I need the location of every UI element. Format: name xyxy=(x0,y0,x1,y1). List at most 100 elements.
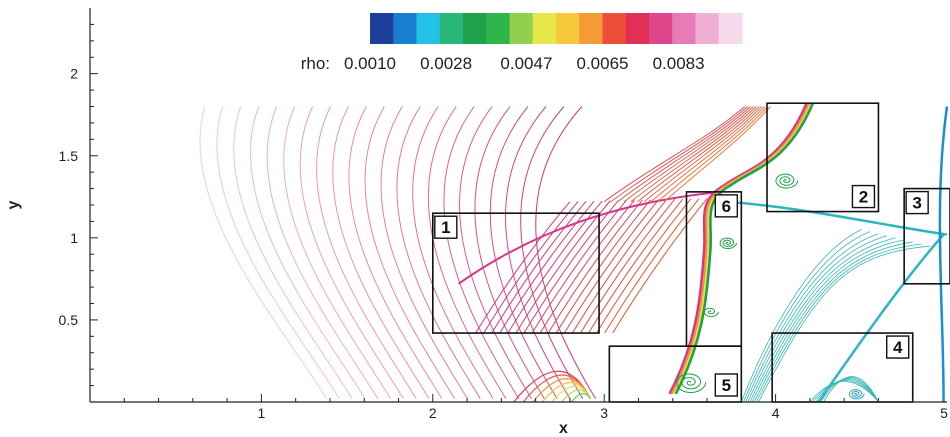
region-box xyxy=(766,102,880,213)
vortex-spiral xyxy=(775,173,799,189)
contour-line xyxy=(474,106,545,399)
colorbar-segment xyxy=(695,13,720,44)
contour-line xyxy=(815,379,879,403)
x-tick-label: 3 xyxy=(600,405,608,421)
contour-line xyxy=(668,102,809,395)
colorbar-tick-label: 0.0010 xyxy=(344,54,396,73)
contour-line xyxy=(751,239,905,403)
y-tick-label: 1.5 xyxy=(59,148,79,164)
contour-line xyxy=(266,106,379,399)
contour-line xyxy=(817,378,879,403)
colorbar-segment xyxy=(625,13,650,44)
colorbar xyxy=(370,13,743,44)
region-box-label: 4 xyxy=(893,338,903,357)
contour-line xyxy=(458,106,532,399)
region-box-label-frame xyxy=(886,335,910,359)
contour-line xyxy=(535,106,597,399)
y-tick-label: 1 xyxy=(70,230,78,246)
contour-line xyxy=(643,106,763,203)
contour-line xyxy=(758,245,930,403)
contour-line xyxy=(520,106,584,399)
contour-line xyxy=(563,199,660,334)
colorbar-tick-label: 0.0083 xyxy=(653,54,705,73)
colorbar-segment xyxy=(718,13,743,44)
region-box-label-frame xyxy=(905,190,929,215)
y-tick-label: 2 xyxy=(70,66,78,82)
contour-line xyxy=(483,201,579,334)
contour-line xyxy=(396,106,481,399)
region-box xyxy=(903,187,950,285)
contour-line xyxy=(531,200,627,334)
contour-line xyxy=(740,229,862,403)
contour-line xyxy=(523,200,619,334)
region-box-label-frame xyxy=(714,373,739,397)
contour-line xyxy=(499,200,595,334)
contour-line xyxy=(457,190,721,285)
contour-line xyxy=(650,106,766,203)
contour-line xyxy=(315,106,417,399)
region-box-label: 3 xyxy=(912,194,921,213)
contour-line xyxy=(572,199,668,334)
contour-line xyxy=(515,200,611,334)
contour-line xyxy=(555,199,651,334)
region-box-label-frame xyxy=(714,194,739,218)
contour-line xyxy=(623,106,754,203)
shock-line xyxy=(817,233,945,403)
contour-line xyxy=(755,243,922,403)
region-boxes: 1 2 3 4 5 6 xyxy=(431,102,950,403)
region-box-label: 6 xyxy=(722,197,731,216)
colorbar-segment xyxy=(439,13,464,44)
contour-line xyxy=(505,106,571,399)
x-tick-label: 1 xyxy=(258,405,266,421)
colorbar-segment xyxy=(393,13,417,44)
contour-line xyxy=(332,106,430,399)
x-axis-label: x xyxy=(559,420,568,437)
contour-line xyxy=(547,199,643,334)
contour-line xyxy=(491,201,587,334)
contour-line xyxy=(612,198,708,334)
y-axis-label: y xyxy=(5,200,22,209)
contour-line xyxy=(610,106,748,203)
region-box-label-frame xyxy=(434,215,458,239)
contour-line xyxy=(475,201,571,334)
contour-line xyxy=(216,106,340,399)
contour-line xyxy=(489,106,558,399)
colorbar-tick-label: 0.0065 xyxy=(577,54,629,73)
colorbar-segment xyxy=(370,13,394,44)
colorbar-tick-label: 0.0047 xyxy=(500,54,552,73)
vortex-spiral xyxy=(704,307,719,318)
contour-line xyxy=(380,106,468,399)
x-tick-label: 4 xyxy=(772,405,780,421)
region-box xyxy=(685,191,743,347)
colorbar-segment xyxy=(463,13,487,44)
contour-line xyxy=(745,233,879,403)
colorbar-segment xyxy=(416,13,441,44)
contour-lines xyxy=(199,102,949,403)
contour-line xyxy=(809,381,879,403)
y-tick-label: 0.5 xyxy=(59,312,79,328)
contour-line xyxy=(249,106,366,399)
contour-line xyxy=(443,106,520,399)
contour-line xyxy=(233,106,353,399)
contour-line xyxy=(570,393,591,403)
contour-line xyxy=(747,235,888,403)
region-box-label-frame xyxy=(851,184,876,209)
contour-line xyxy=(630,106,757,203)
contour-line xyxy=(596,198,692,334)
colorbar-segment xyxy=(509,13,534,44)
contour-line xyxy=(507,200,603,334)
shock-line xyxy=(727,200,948,236)
contour-line xyxy=(743,231,871,403)
contour-line xyxy=(412,106,494,399)
contour-line xyxy=(283,106,392,399)
contour-line xyxy=(674,102,815,395)
contour-line xyxy=(663,106,771,203)
colorbar-segment xyxy=(486,13,510,44)
colorbar-segment xyxy=(602,13,627,44)
region-box-label: 1 xyxy=(441,218,450,237)
contour-line xyxy=(428,106,507,399)
contour-line xyxy=(580,198,676,334)
contour-line xyxy=(657,106,768,203)
region-box xyxy=(431,212,600,334)
